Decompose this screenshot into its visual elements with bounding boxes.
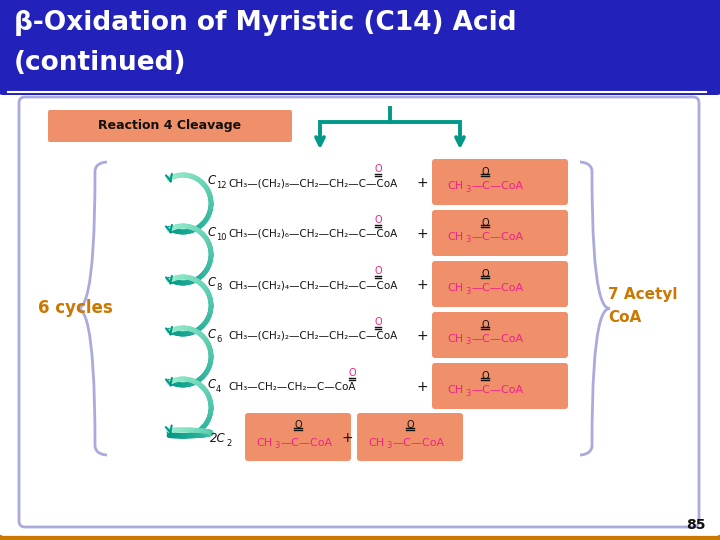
- Text: 3: 3: [465, 235, 470, 245]
- FancyBboxPatch shape: [432, 312, 568, 358]
- Text: Reaction 4 Cleavage: Reaction 4 Cleavage: [99, 119, 242, 132]
- Text: 12: 12: [216, 181, 227, 191]
- Text: O: O: [481, 269, 489, 279]
- Text: O: O: [481, 320, 489, 330]
- Text: 7 Acetyl: 7 Acetyl: [608, 287, 678, 302]
- Text: +: +: [416, 380, 428, 394]
- Text: +: +: [416, 278, 428, 292]
- Text: 2C: 2C: [210, 431, 226, 444]
- Text: O: O: [374, 215, 382, 225]
- Text: C: C: [208, 379, 216, 392]
- Text: CH₃—(CH₂)₄—CH₂—CH₂—C—CoA: CH₃—(CH₂)₄—CH₂—CH₂—C—CoA: [228, 280, 397, 290]
- Text: O: O: [481, 218, 489, 228]
- Text: CoA: CoA: [608, 310, 642, 326]
- Text: C: C: [208, 276, 216, 289]
- Text: —C—CoA: —C—CoA: [471, 232, 523, 242]
- FancyBboxPatch shape: [432, 261, 568, 307]
- Text: O: O: [481, 371, 489, 381]
- Text: 10: 10: [216, 233, 227, 241]
- Text: C: C: [208, 174, 216, 187]
- Text: +: +: [416, 227, 428, 241]
- Text: 3: 3: [465, 287, 470, 295]
- FancyBboxPatch shape: [432, 210, 568, 256]
- Text: CH₃—(CH₂)₈—CH₂—CH₂—C—CoA: CH₃—(CH₂)₈—CH₂—CH₂—C—CoA: [228, 178, 397, 188]
- Text: CH: CH: [447, 334, 463, 344]
- Text: O: O: [374, 266, 382, 276]
- Text: 3: 3: [465, 388, 470, 397]
- Text: 3: 3: [465, 185, 470, 193]
- Text: 8: 8: [216, 284, 221, 293]
- FancyBboxPatch shape: [19, 97, 699, 527]
- Text: CH₃—(CH₂)₆—CH₂—CH₂—C—CoA: CH₃—(CH₂)₆—CH₂—CH₂—C—CoA: [228, 229, 397, 239]
- FancyBboxPatch shape: [245, 413, 351, 461]
- FancyBboxPatch shape: [0, 85, 720, 539]
- Text: CH: CH: [256, 438, 272, 448]
- FancyBboxPatch shape: [357, 413, 463, 461]
- Text: O: O: [374, 317, 382, 327]
- FancyBboxPatch shape: [48, 110, 292, 142]
- Text: 3: 3: [274, 442, 279, 450]
- Text: —C—CoA: —C—CoA: [392, 438, 444, 448]
- FancyBboxPatch shape: [432, 159, 568, 205]
- Text: O: O: [348, 368, 356, 378]
- Text: CH: CH: [447, 283, 463, 293]
- Text: 4: 4: [216, 386, 221, 395]
- FancyBboxPatch shape: [0, 0, 720, 95]
- Text: CH₃—(CH₂)₂—CH₂—CH₂—C—CoA: CH₃—(CH₂)₂—CH₂—CH₂—C—CoA: [228, 331, 397, 341]
- Text: +: +: [416, 176, 428, 190]
- Text: CH: CH: [368, 438, 384, 448]
- FancyBboxPatch shape: [432, 363, 568, 409]
- Text: CH: CH: [447, 181, 463, 191]
- Text: CH₃—CH₂—CH₂—C—CoA: CH₃—CH₂—CH₂—C—CoA: [228, 382, 356, 392]
- Text: O: O: [481, 167, 489, 177]
- Text: O: O: [294, 420, 302, 430]
- Text: O: O: [374, 164, 382, 174]
- Text: C: C: [208, 327, 216, 341]
- Text: 6 cycles: 6 cycles: [38, 299, 113, 317]
- Text: —C—CoA: —C—CoA: [280, 438, 332, 448]
- Text: β-Oxidation of Myristic (C14) Acid: β-Oxidation of Myristic (C14) Acid: [14, 10, 517, 36]
- Text: 6: 6: [216, 334, 221, 343]
- Text: C: C: [208, 226, 216, 239]
- Text: CH: CH: [447, 232, 463, 242]
- Text: +: +: [341, 431, 353, 445]
- Text: 3: 3: [465, 338, 470, 347]
- Text: 2: 2: [226, 438, 231, 448]
- Text: 85: 85: [686, 518, 706, 532]
- Text: (continued): (continued): [14, 50, 186, 76]
- Text: 3: 3: [386, 442, 392, 450]
- Text: —C—CoA: —C—CoA: [471, 283, 523, 293]
- Text: —C—CoA: —C—CoA: [471, 181, 523, 191]
- Text: O: O: [406, 420, 414, 430]
- Text: —C—CoA: —C—CoA: [471, 385, 523, 395]
- Text: —C—CoA: —C—CoA: [471, 334, 523, 344]
- Text: +: +: [416, 329, 428, 343]
- Text: CH: CH: [447, 385, 463, 395]
